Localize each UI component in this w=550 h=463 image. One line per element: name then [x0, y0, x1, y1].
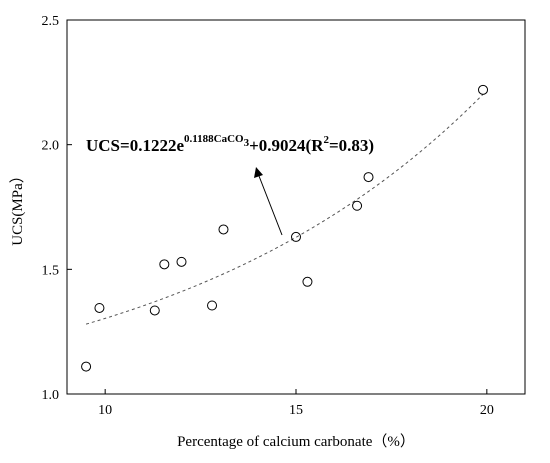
equation-exponent-subscript: 3: [244, 137, 250, 149]
x-tick-label: 20: [480, 403, 494, 418]
data-point: [176, 256, 187, 267]
annotation-arrow: [254, 167, 283, 236]
equation-r-squared-superscript: 2: [323, 134, 329, 146]
equation-r-squared-value: =0.83): [329, 136, 374, 155]
data-point: [478, 84, 489, 95]
equation-main: UCS=0.1222e: [86, 136, 184, 155]
arrow-shaft: [258, 175, 283, 236]
data-point: [94, 302, 105, 313]
equation-intercept: +0.9024(R: [249, 136, 324, 155]
exponential-fit-curve: [85, 93, 484, 325]
data-point: [207, 300, 218, 311]
data-point: [149, 305, 160, 316]
data-point: [218, 224, 229, 235]
y-axis-title: UCS(MPa）: [9, 168, 26, 246]
data-point: [159, 259, 170, 270]
data-point: [81, 361, 92, 372]
y-tick-label: 1.5: [42, 263, 60, 278]
data-points: [81, 84, 489, 372]
data-point: [302, 276, 313, 287]
y-tick-label: 2.0: [42, 139, 60, 154]
equation-exponent: 0.1188CaCO: [184, 133, 244, 145]
x-tick-label: 10: [98, 403, 112, 418]
y-axis-ticks: 1.0 1.5 2.0 2.5: [42, 14, 72, 403]
data-point: [291, 231, 301, 242]
x-axis-ticks: 10 15 20: [98, 389, 494, 418]
fit-equation: UCS=0.1222e0.1188CaCO3+0.9024(R2=0.83): [86, 133, 374, 155]
x-tick-label: 15: [289, 403, 303, 418]
plot-area-frame: [66, 19, 526, 395]
data-point: [363, 172, 374, 183]
y-tick-label: 2.5: [42, 14, 60, 29]
data-point: [352, 200, 363, 211]
arrow-head: [254, 167, 263, 178]
x-axis-title: Percentage of calcium carbonate（%）: [177, 433, 415, 450]
y-tick-label: 1.0: [42, 388, 60, 403]
